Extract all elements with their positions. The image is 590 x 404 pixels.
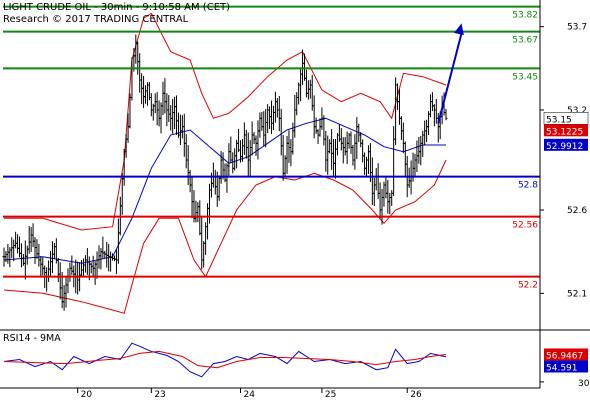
rsi-value-tag-rsi_ma: 56.9467 — [544, 348, 588, 361]
forecast-arrow — [437, 23, 464, 124]
time-axis: 20 23 24 25 26 — [0, 387, 540, 400]
level-label: 53.82 — [512, 11, 538, 21]
level-label: 53.67 — [512, 36, 538, 46]
copyright-text: Research © 2017 TRADING CENTRAL — [3, 14, 189, 25]
time-axis-label: 25 — [325, 390, 336, 400]
value-tag-bollinger: 53.1225 — [544, 124, 588, 137]
price-axis-label: 52.6 — [567, 206, 587, 216]
rsi-panel: 30 — [3, 330, 590, 389]
level-label: 53.45 — [512, 72, 538, 82]
level-label: 52.2 — [518, 281, 538, 291]
rsi-value-tag-label: 56.9467 — [546, 351, 583, 361]
rsi-value-tag-label: 54.591 — [546, 363, 578, 373]
time-axis-label: 23 — [154, 390, 165, 400]
support-resistance-levels: 53.82 53.67 53.45 52.8 52.56 52.2 — [3, 5, 540, 291]
value-tag-label: 52.9912 — [546, 142, 583, 152]
price-axis: 53.7 53.2 52.6 52.1 — [539, 0, 587, 330]
value-tag-ma: 52.9912 — [544, 138, 588, 152]
time-axis-label: 26 — [410, 390, 422, 400]
rsi-series-rsi_ma — [3, 350, 447, 369]
level-label: 52.8 — [518, 181, 538, 191]
price-value-tags: 53.15 53.1225 52.9912 — [543, 112, 589, 152]
price-axis-label: 53.2 — [567, 106, 587, 116]
forecast-arrow-shaft — [437, 33, 463, 124]
forecast-arrow-head — [454, 23, 464, 36]
price-panel: 53.82 53.67 53.45 52.8 52.56 52.2 — [2, 5, 540, 314]
price-bar — [444, 108, 448, 121]
price-bars — [2, 34, 448, 311]
rsi-value-tags: 56.9467 54.591 — [544, 348, 588, 373]
rsi-value-tag-rsi: 54.591 — [544, 360, 588, 373]
rsi-lines: 30 — [3, 342, 590, 389]
price-axis-label: 52.1 — [567, 289, 587, 299]
chart-title: LIGHT CRUDE OIL - 30min - 9:10:58 AM (CE… — [3, 2, 230, 13]
time-axis-label: 24 — [244, 390, 256, 400]
value-tag-label: 53.1225 — [546, 127, 583, 137]
value-tag-label: 53.15 — [546, 115, 572, 125]
price-axis-label: 53.7 — [567, 23, 587, 33]
value-tag-last: 53.15 — [543, 112, 589, 125]
time-axis-label: 20 — [81, 390, 93, 400]
bollinger-lower-band — [3, 159, 447, 314]
rsi-axis-label: 30 — [578, 379, 590, 389]
rsi-series-rsi — [3, 342, 447, 378]
rsi-panel-title: RSI14 - 9MA — [3, 333, 61, 344]
level-label: 52.56 — [512, 221, 538, 231]
